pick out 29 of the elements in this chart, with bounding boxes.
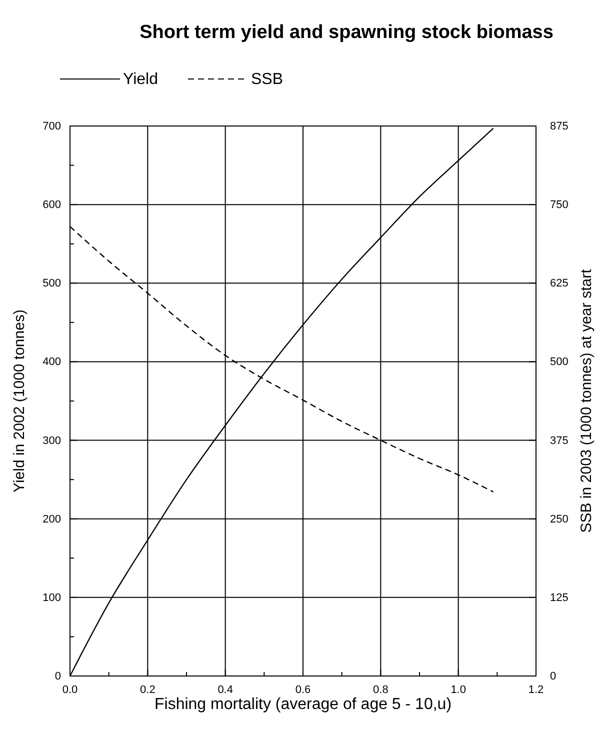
- y2-tick-label: 0: [550, 670, 556, 683]
- y-tick-label: 400: [42, 356, 61, 368]
- x-tick-label: 0.4: [218, 684, 233, 696]
- x-tick-label: 0.2: [140, 684, 156, 696]
- x-tick-label: 0.6: [295, 684, 311, 696]
- y2-tick-label: 125: [550, 592, 568, 604]
- y-tick-label: 100: [42, 592, 61, 604]
- legend-label: Yield: [123, 71, 158, 88]
- y-tick-label: 200: [42, 513, 61, 526]
- y2-tick-label: 750: [550, 199, 568, 212]
- y-axis-title: Yield in 2002 (1000 tonnes): [11, 310, 28, 492]
- chart-title: Short term yield and spawning stock biomass: [140, 22, 554, 43]
- x-tick-label: 1.0: [450, 684, 466, 696]
- y-tick-label: 600: [42, 199, 61, 212]
- y-tick-label: 0: [54, 670, 61, 683]
- legend-label: SSB: [250, 71, 283, 88]
- y-tick-label: 500: [42, 278, 61, 290]
- y2-tick-label: 875: [550, 120, 568, 133]
- x-tick-label: 0.8: [373, 684, 388, 696]
- y-tick-label: 700: [42, 120, 61, 133]
- y2-tick-label: 375: [550, 434, 568, 447]
- y-tick-label: 300: [42, 434, 61, 447]
- y2-tick-label: 250: [550, 513, 568, 526]
- y2-tick-label: 625: [550, 278, 568, 290]
- x-tick-label: 1.2: [528, 684, 544, 696]
- x-axis-title: Fishing mortality (average of age 5 - 10,u): [154, 696, 452, 713]
- y2-tick-label: 500: [550, 356, 568, 368]
- y2-axis-title: SSB in 2003 (1000 tonnes) at year start: [578, 268, 595, 533]
- x-tick-label: 0.0: [62, 684, 78, 696]
